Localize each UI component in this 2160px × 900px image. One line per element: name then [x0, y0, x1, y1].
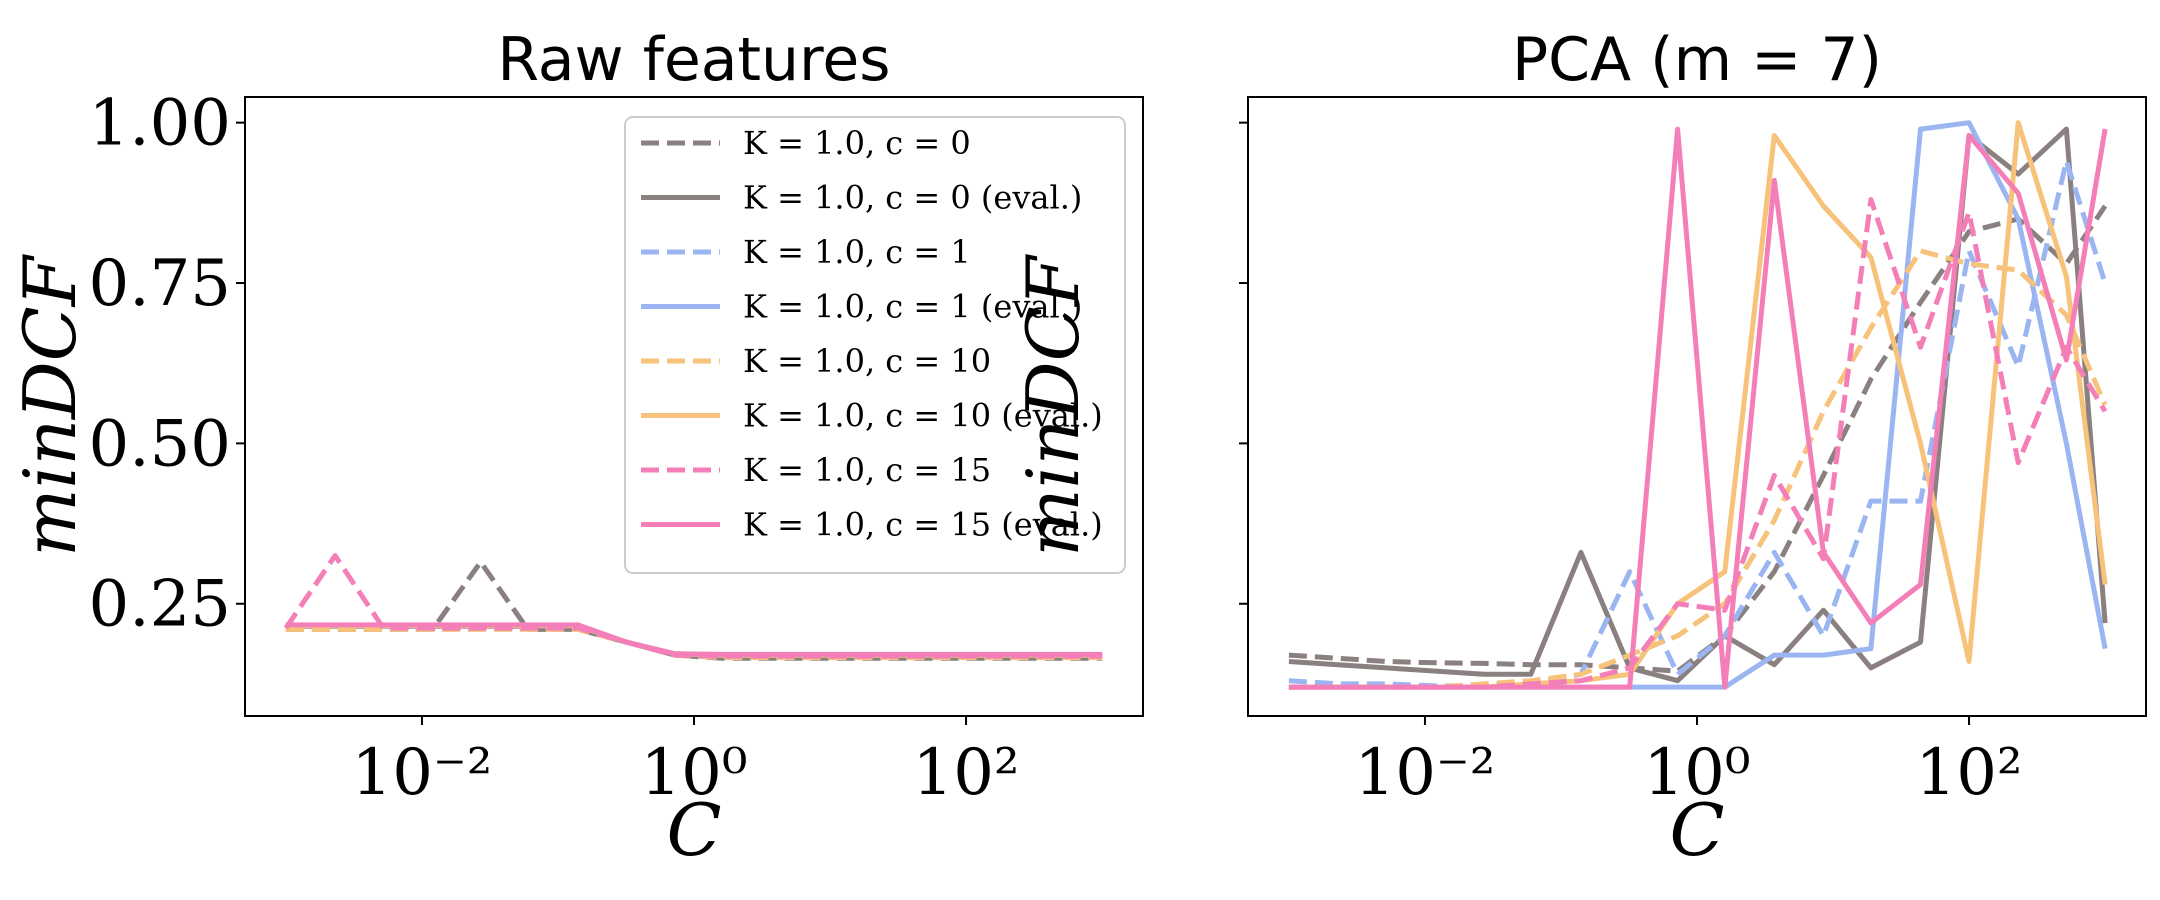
series-line-2 — [1288, 126, 2108, 684]
series-line-6 — [1288, 120, 2108, 690]
legend-label: K = 1.0, c = 0 — [743, 124, 971, 162]
legend-box — [624, 116, 1126, 574]
y-tick-label: 0.25 — [89, 568, 232, 642]
y-tick-label: 0.50 — [89, 407, 232, 481]
legend-label: K = 1.0, c = 10 — [743, 342, 991, 380]
legend-label: K = 1.0, c = 15 — [743, 451, 991, 489]
chart-panel-1: Raw features 0.25 0.50 0.75 1.00 10⁻² 10⁰ 10² Cm… — [8, 25, 1144, 872]
legend-label: K = 1.0, c = 10 (eval.) — [743, 397, 1103, 435]
series-line-8 — [1288, 126, 2108, 690]
series-group — [283, 553, 1103, 661]
y-axis-label: minDCF — [1011, 253, 1095, 556]
legend-label: K = 1.0, c = 15 (eval.) — [743, 506, 1103, 544]
series-line-8 — [285, 622, 1103, 657]
series-line-7 — [1288, 197, 2108, 690]
legend: K = 1.0, c = 0 K = 1.0, c = 0 (eval.) K = … — [624, 116, 1126, 574]
x-tick-label: 10⁻² — [1355, 736, 1496, 810]
legend-label: K = 1.0, c = 1 (eval.) — [743, 288, 1082, 326]
series-line-1 — [285, 559, 1103, 661]
series-group — [1288, 120, 2108, 690]
series-line-4 — [1288, 120, 2108, 690]
legend-label: K = 1.0, c = 0 (eval.) — [743, 179, 1082, 217]
x-tick-label: 10⁰ — [640, 736, 747, 810]
x-axis-label: C — [666, 788, 721, 872]
x-tick-label: 10² — [912, 736, 1019, 810]
legend-label: K = 1.0, c = 1 — [743, 233, 971, 271]
x-tick-label: 10⁻² — [352, 736, 493, 810]
x-tick-label: 10² — [1915, 736, 2022, 810]
y-tick-label: 0.75 — [89, 247, 232, 321]
x-tick-label: 10⁰ — [1643, 736, 1750, 810]
series-line-5 — [1288, 248, 2108, 690]
panel-title: Raw features — [497, 25, 890, 95]
panel-title: PCA (m = 7) — [1512, 25, 1882, 95]
x-axis-label: C — [1669, 788, 1724, 872]
y-tick-label: 1.00 — [89, 87, 232, 161]
y-axis-label: minDCF — [8, 253, 92, 556]
